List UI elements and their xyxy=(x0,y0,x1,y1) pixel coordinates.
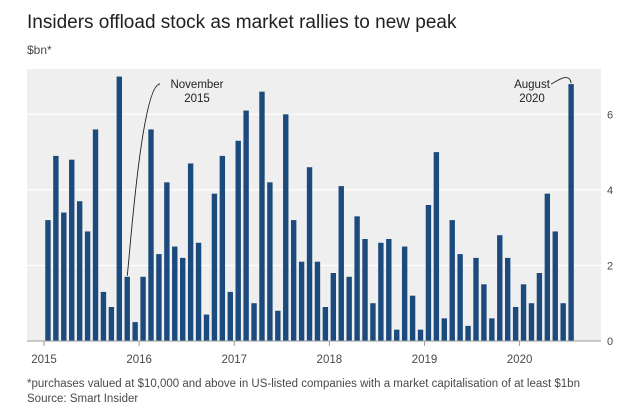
annotation-label-line1: November xyxy=(170,79,223,91)
bar-2018-12 xyxy=(417,329,424,341)
plot-background xyxy=(27,69,601,341)
x-tick-label: 2018 xyxy=(317,354,343,366)
bar-2020-02 xyxy=(528,303,535,341)
bar-2017-12 xyxy=(322,307,329,341)
bar-2015-03 xyxy=(61,212,67,341)
bar-2017-08 xyxy=(290,220,297,341)
annotation-label-line1: August xyxy=(514,79,551,91)
bar-2019-01 xyxy=(425,205,432,341)
bar-2016-05 xyxy=(172,246,178,341)
bar-2016-01 xyxy=(140,276,146,341)
bar-2018-10 xyxy=(401,246,408,341)
bar-2016-12 xyxy=(227,291,233,341)
bar-2020-01 xyxy=(520,284,527,341)
bar-2019-08 xyxy=(481,284,487,341)
bar-2020-05 xyxy=(552,231,558,341)
y-tick-label: 0 xyxy=(607,336,613,348)
bar-2017-02 xyxy=(243,110,249,341)
bar-2018-05 xyxy=(362,239,368,341)
bar-2017-03 xyxy=(251,303,257,341)
bar-2018-07 xyxy=(378,242,384,341)
bar-2018-06 xyxy=(370,303,376,341)
bar-2016-02 xyxy=(148,129,154,341)
x-tick-label: 2016 xyxy=(126,354,152,366)
bar-2019-09 xyxy=(489,318,495,341)
bar-2016-03 xyxy=(156,254,162,341)
bar-2015-05 xyxy=(76,201,83,341)
bar-2018-01 xyxy=(330,273,337,341)
bar-2020-07 xyxy=(568,84,574,342)
bar-2018-04 xyxy=(354,216,360,341)
bar-2017-04 xyxy=(259,91,265,341)
bar-2019-06 xyxy=(465,325,471,341)
bar-2016-09 xyxy=(203,314,210,341)
chart-title: Insiders offload stock as market rallies… xyxy=(27,12,457,33)
annotation-leader-line xyxy=(550,77,572,85)
y-axis-unit-label: $bn* xyxy=(27,43,52,57)
annotation-label-line2: 2020 xyxy=(519,93,545,105)
x-tick-label: 2017 xyxy=(221,354,247,366)
x-tick-label: 2015 xyxy=(31,354,57,366)
bar-2017-05 xyxy=(267,182,273,341)
bar-2016-07 xyxy=(187,163,194,341)
bar-2018-09 xyxy=(394,329,400,341)
bar-2017-10 xyxy=(306,167,313,341)
bar-2015-07 xyxy=(92,129,99,341)
bar-2019-05 xyxy=(457,254,463,341)
bar-2016-11 xyxy=(219,155,226,341)
bar-2015-01 xyxy=(45,220,51,341)
y-tick-label: 4 xyxy=(607,185,613,197)
x-tick-label: 2019 xyxy=(412,354,438,366)
bar-2017-06 xyxy=(275,310,281,341)
bar-2015-10 xyxy=(116,76,122,341)
bar-2019-03 xyxy=(441,318,447,341)
bar-2018-02 xyxy=(338,186,344,341)
bar-2019-12 xyxy=(512,307,519,341)
annotation-leader-line xyxy=(126,83,161,276)
bar-2015-08 xyxy=(100,291,107,341)
y-tick-label: 2 xyxy=(607,260,613,272)
bar-2015-12 xyxy=(132,322,138,341)
y-tick-label: 6 xyxy=(607,109,613,121)
bar-2015-06 xyxy=(84,231,91,341)
bar-2019-07 xyxy=(473,257,479,341)
bar-2019-04 xyxy=(449,220,455,341)
bar-2019-02 xyxy=(433,152,440,341)
bar-2020-04 xyxy=(544,193,551,341)
annotation-label-line2: 2015 xyxy=(184,93,210,105)
bar-2017-07 xyxy=(283,114,289,341)
bar-2016-08 xyxy=(195,242,202,341)
bar-2020-06 xyxy=(560,303,566,341)
bar-2017-11 xyxy=(314,261,321,341)
bar-2015-11 xyxy=(124,276,130,341)
bar-2016-10 xyxy=(211,193,218,341)
bar-2018-03 xyxy=(346,276,352,341)
bar-2017-01 xyxy=(235,140,241,341)
bar-2015-02 xyxy=(53,155,59,341)
bar-2018-08 xyxy=(386,239,392,341)
bar-2019-10 xyxy=(497,235,503,341)
bar-2016-06 xyxy=(180,257,186,341)
bar-2020-03 xyxy=(536,273,543,341)
bar-2019-11 xyxy=(505,257,511,341)
bar-2018-11 xyxy=(409,295,416,341)
bar-2017-09 xyxy=(298,261,305,341)
bar-2015-09 xyxy=(108,307,115,341)
footnote: *purchases valued at $10,000 and above i… xyxy=(27,378,580,390)
bar-2016-04 xyxy=(164,182,170,341)
x-tick-label: 2020 xyxy=(507,354,533,366)
bar-2015-04 xyxy=(69,159,75,341)
source-note: Source: Smart Insider xyxy=(27,393,139,405)
